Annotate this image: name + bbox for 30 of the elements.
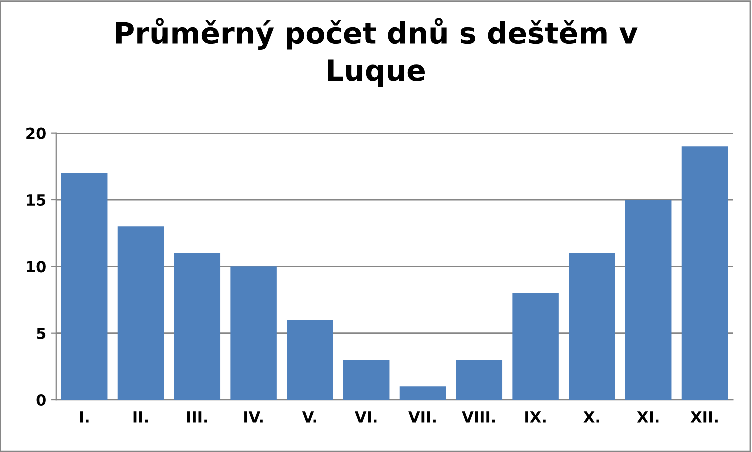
y-tick-label: 5 [37,328,46,340]
x-tick-label: IX. [526,412,546,423]
bar [174,253,221,400]
chart-title: Průměrný počet dnů s deštěm v Luque [116,18,638,88]
bar [118,226,164,400]
y-tick-label: 0 [36,394,46,406]
x-tick-label: I. [80,412,89,423]
x-tick-label: VI. [355,412,377,423]
x-tick-label: IV. [244,412,263,423]
bar [625,200,672,400]
x-tick-label: VII. [408,412,436,423]
bar [61,173,108,400]
x-tick-label: V. [302,412,316,423]
y-tick-label: 15 [27,194,46,206]
bar [456,360,503,400]
bar [230,266,277,400]
x-tick-label: XI. [637,412,659,423]
bar [512,293,559,400]
x-tick-label: VIII. [462,412,496,423]
x-tick-label: II. [134,412,148,423]
bar [682,146,728,400]
x-tick-label: III. [187,412,208,423]
y-tick-label: 20 [26,128,46,140]
y-tick-label: 10 [27,261,46,273]
bar [400,386,446,400]
bar [569,253,616,400]
x-tick-label: XII. [690,412,718,423]
bar [287,320,334,400]
x-tick-label: X. [584,412,600,423]
bar [343,360,390,400]
